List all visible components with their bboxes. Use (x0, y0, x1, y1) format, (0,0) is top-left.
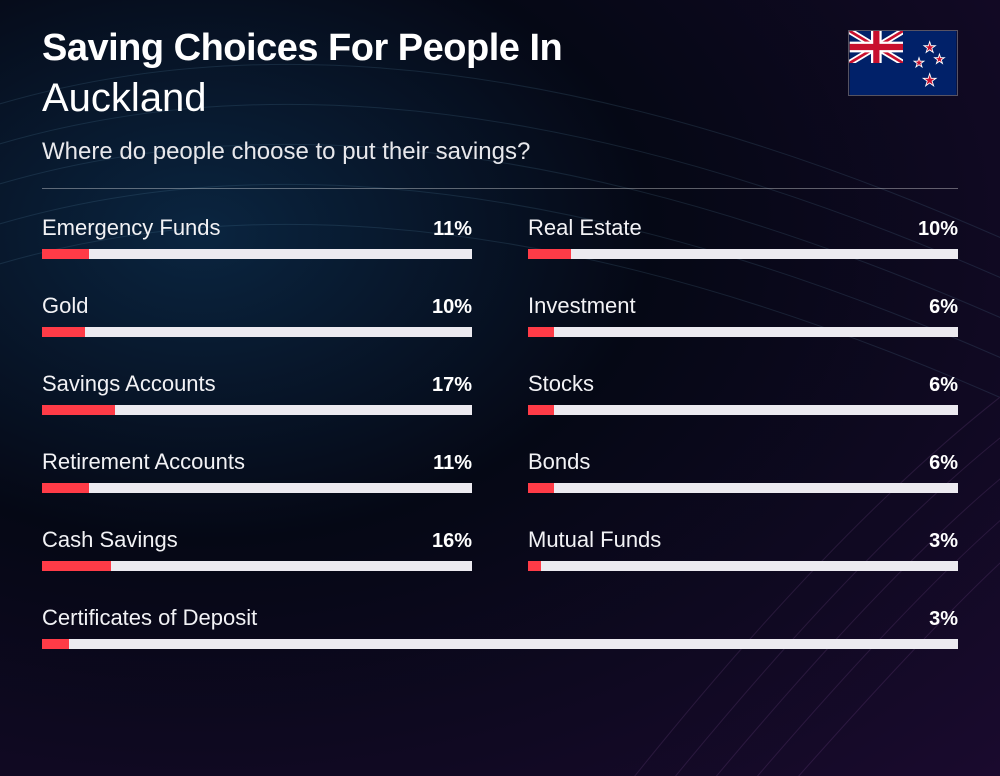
bar-row-top: Bonds 6% (528, 449, 958, 475)
bar-row-top: Savings Accounts 17% (42, 371, 472, 397)
divider (42, 188, 958, 189)
bar-fill (42, 639, 69, 649)
bar-track (42, 327, 472, 337)
bar-label: Savings Accounts (42, 371, 216, 397)
bar-fill (528, 327, 554, 337)
bar-label: Bonds (528, 449, 590, 475)
bar-percent: 3% (929, 608, 958, 631)
bar-item: Mutual Funds 3% (528, 527, 958, 571)
bar-fill (42, 483, 89, 493)
bar-track (42, 561, 472, 571)
bar-track (528, 405, 958, 415)
bar-track (528, 327, 958, 337)
bar-track (528, 561, 958, 571)
bar-label: Mutual Funds (528, 527, 661, 553)
bar-label: Stocks (528, 371, 594, 397)
bar-track (42, 483, 472, 493)
bar-item: Real Estate 10% (528, 215, 958, 259)
bar-track (528, 483, 958, 493)
bar-item: Stocks 6% (528, 371, 958, 415)
bar-label: Real Estate (528, 215, 642, 241)
bar-percent: 10% (432, 296, 472, 319)
bar-label: Emergency Funds (42, 215, 221, 241)
bar-item: Cash Savings 16% (42, 527, 472, 571)
bar-item: Gold 10% (42, 293, 472, 337)
bar-item: Investment 6% (528, 293, 958, 337)
bar-fill (42, 561, 111, 571)
chart-grid: Emergency Funds 11% Real Estate 10% Gold 10% I… (42, 215, 958, 649)
bar-track (42, 639, 958, 649)
bar-fill (42, 249, 89, 259)
bar-row-top: Retirement Accounts 11% (42, 449, 472, 475)
bar-percent: 11% (433, 218, 472, 241)
bar-percent: 17% (432, 374, 472, 397)
bar-row-top: Emergency Funds 11% (42, 215, 472, 241)
bar-label: Gold (42, 293, 88, 319)
bar-item: Bonds 6% (528, 449, 958, 493)
nz-flag-icon (848, 30, 958, 96)
header: Saving Choices For People In Auckland Wh… (42, 28, 958, 166)
bar-label: Certificates of Deposit (42, 605, 257, 631)
bar-item: Retirement Accounts 11% (42, 449, 472, 493)
bar-track (42, 249, 472, 259)
bar-fill (42, 405, 115, 415)
bar-track (42, 405, 472, 415)
bar-row-top: Gold 10% (42, 293, 472, 319)
bar-percent: 6% (929, 452, 958, 475)
bar-percent: 3% (929, 530, 958, 553)
bar-item: Certificates of Deposit 3% (42, 605, 958, 649)
bar-item: Emergency Funds 11% (42, 215, 472, 259)
bar-fill (42, 327, 85, 337)
bar-track (528, 249, 958, 259)
bar-fill (528, 483, 554, 493)
bar-row-top: Stocks 6% (528, 371, 958, 397)
bar-row-top: Certificates of Deposit 3% (42, 605, 958, 631)
bar-percent: 6% (929, 296, 958, 319)
bar-row-top: Real Estate 10% (528, 215, 958, 241)
bar-label: Retirement Accounts (42, 449, 245, 475)
title-line2: Auckland (42, 76, 958, 120)
bar-row-top: Investment 6% (528, 293, 958, 319)
bar-percent: 10% (918, 218, 958, 241)
bar-row-top: Cash Savings 16% (42, 527, 472, 553)
subtitle: Where do people choose to put their savi… (42, 138, 958, 166)
bar-label: Investment (528, 293, 636, 319)
bar-item: Savings Accounts 17% (42, 371, 472, 415)
bar-percent: 16% (432, 530, 472, 553)
bar-fill (528, 561, 541, 571)
bar-percent: 11% (433, 452, 472, 475)
title-line1: Saving Choices For People In (42, 28, 958, 70)
bar-percent: 6% (929, 374, 958, 397)
bar-fill (528, 405, 554, 415)
bar-label: Cash Savings (42, 527, 178, 553)
bar-row-top: Mutual Funds 3% (528, 527, 958, 553)
bar-fill (528, 249, 571, 259)
